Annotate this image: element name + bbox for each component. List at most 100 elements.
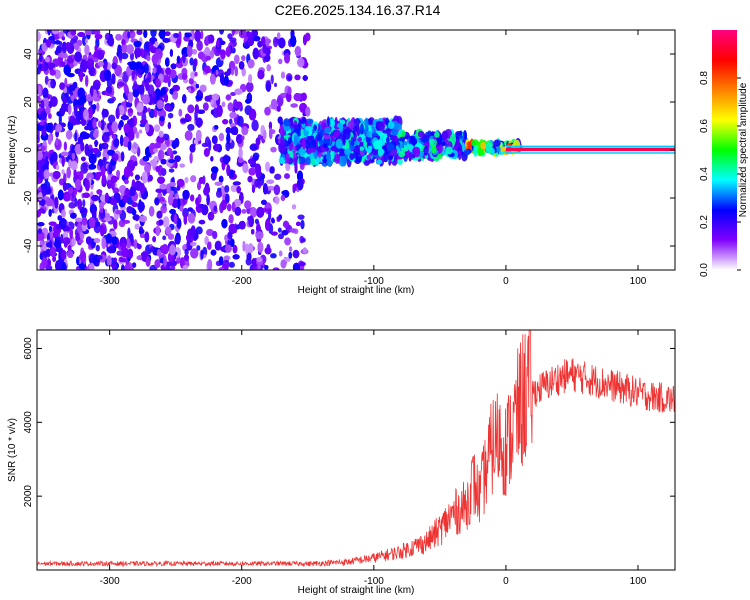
spectrogram-cell bbox=[220, 246, 226, 252]
spectrogram-cell bbox=[215, 190, 222, 198]
spectrogram-cell bbox=[145, 41, 150, 50]
spectrogram-cell bbox=[165, 67, 172, 75]
spectrogram-cell bbox=[210, 156, 214, 162]
spectrogram-cell bbox=[162, 38, 171, 43]
spectrogram-cell bbox=[73, 105, 77, 113]
spectrogram-cell bbox=[136, 30, 143, 35]
spectrogram-cell bbox=[169, 190, 174, 196]
spectrogram-cell bbox=[65, 42, 71, 50]
spectrogram-cell bbox=[169, 181, 177, 187]
spectrogram-cell bbox=[131, 148, 137, 153]
spectrogram-cell bbox=[276, 105, 281, 112]
spectrogram-cell bbox=[45, 198, 54, 207]
spectrogram-cell bbox=[100, 119, 105, 131]
spectrogram-cell bbox=[113, 137, 120, 148]
spectrogram-cell bbox=[52, 171, 61, 179]
spectrogram-cell bbox=[160, 205, 168, 214]
spectrogram-cell bbox=[231, 30, 235, 36]
spectrogram-cell bbox=[261, 173, 265, 180]
spectrogram-cell bbox=[187, 104, 195, 114]
spectrogram-cell bbox=[200, 250, 204, 260]
spectrogram-cell bbox=[156, 135, 165, 144]
spectrogram-cell bbox=[158, 149, 165, 161]
spectrogram-cell bbox=[75, 111, 83, 121]
spectrogram-cell bbox=[302, 247, 307, 254]
spectrogram-cell bbox=[106, 255, 112, 267]
spectrogram-cell bbox=[143, 30, 148, 38]
spectrogram-cell bbox=[59, 107, 66, 116]
spectrogram-cell bbox=[62, 237, 71, 245]
spectrogram-cell bbox=[221, 101, 226, 108]
spectrogram-cell bbox=[120, 52, 129, 60]
spectrogram-cell bbox=[211, 135, 218, 144]
spectrogram-cell bbox=[101, 237, 107, 250]
spectrogram-cell bbox=[48, 209, 52, 217]
spectrogram-cell bbox=[94, 33, 103, 40]
spectrogram-cell bbox=[37, 135, 40, 144]
spectrogram-cell bbox=[88, 217, 96, 229]
spectrogram-cell bbox=[136, 146, 141, 157]
spectrogram-cell bbox=[218, 175, 224, 183]
spectrogram-cell bbox=[121, 264, 125, 270]
spectrogram-cell bbox=[134, 223, 140, 230]
spectrogram-cell bbox=[220, 199, 227, 211]
spectrogram-cell bbox=[198, 51, 205, 60]
spectrogram-cell bbox=[55, 123, 63, 133]
spectrogram-cell bbox=[301, 237, 306, 243]
spectrogram-cell bbox=[227, 231, 233, 240]
spectrogram-cell bbox=[227, 102, 234, 112]
spectrogram-cell bbox=[300, 219, 305, 230]
spectrogram-cell bbox=[212, 93, 220, 101]
spectrogram-cell bbox=[102, 157, 107, 163]
spectrogram-cell bbox=[98, 120, 102, 128]
spectrogram-cell bbox=[61, 209, 66, 218]
spectrogram-cell bbox=[245, 98, 251, 104]
spectrogram-cell bbox=[139, 233, 146, 239]
spectrogram-cell bbox=[251, 119, 259, 132]
spectrogram-cell bbox=[190, 71, 196, 79]
spectrogram-cell bbox=[45, 122, 53, 133]
spectrogram-cell bbox=[238, 61, 245, 70]
spectrogram-cell bbox=[224, 185, 230, 193]
spectrogram-cell bbox=[290, 35, 297, 47]
spectrogram-cell bbox=[189, 57, 194, 66]
spectrogram-cell bbox=[162, 235, 167, 241]
spectrogram-cell bbox=[261, 199, 267, 205]
spectrogram-cell bbox=[70, 30, 77, 36]
spectrogram-cell bbox=[136, 68, 143, 74]
spectrogram-cell bbox=[77, 198, 82, 210]
spectrogram-cell bbox=[75, 217, 83, 223]
spectrogram-cell bbox=[290, 103, 298, 108]
spectrogram-cell bbox=[96, 102, 100, 112]
spectrogram-cell bbox=[219, 30, 225, 35]
spectrogram-cell bbox=[111, 96, 116, 102]
spectrogram-cell bbox=[184, 248, 189, 256]
spectrogram-cell bbox=[210, 73, 216, 85]
spectrogram-cell bbox=[272, 267, 280, 270]
spectrogram-cell bbox=[270, 146, 277, 153]
spectrogram-cell bbox=[224, 244, 232, 253]
spectrogram-cell bbox=[190, 225, 196, 238]
spectrogram-cell bbox=[64, 77, 68, 89]
spectrogram-cell bbox=[180, 118, 188, 123]
spectrogram-cell bbox=[196, 40, 203, 52]
spectrogram-cell bbox=[129, 233, 134, 244]
spectrogram-cell bbox=[294, 74, 301, 81]
spectrogram-cell bbox=[198, 219, 206, 225]
spectrogram-cell bbox=[104, 192, 109, 203]
spectrogram-cell bbox=[234, 88, 243, 95]
spectrogram-cell bbox=[144, 231, 150, 243]
spectrogram-cell bbox=[280, 71, 286, 79]
spectrogram-cell bbox=[62, 96, 68, 105]
spectrogram-cell bbox=[103, 69, 112, 81]
spectrogram-cell bbox=[82, 199, 86, 208]
spectrogram-cell bbox=[84, 143, 90, 156]
spectrogram-cell bbox=[247, 243, 254, 254]
spectrogram-cell bbox=[54, 40, 61, 45]
spectrogram-cell bbox=[109, 34, 113, 39]
spectrogram-cell bbox=[67, 245, 72, 252]
spectrogram-cell bbox=[158, 219, 164, 226]
spectrogram-cell bbox=[39, 121, 45, 126]
spectrogram-cell bbox=[48, 36, 57, 41]
spectrogram-cell bbox=[264, 247, 272, 255]
